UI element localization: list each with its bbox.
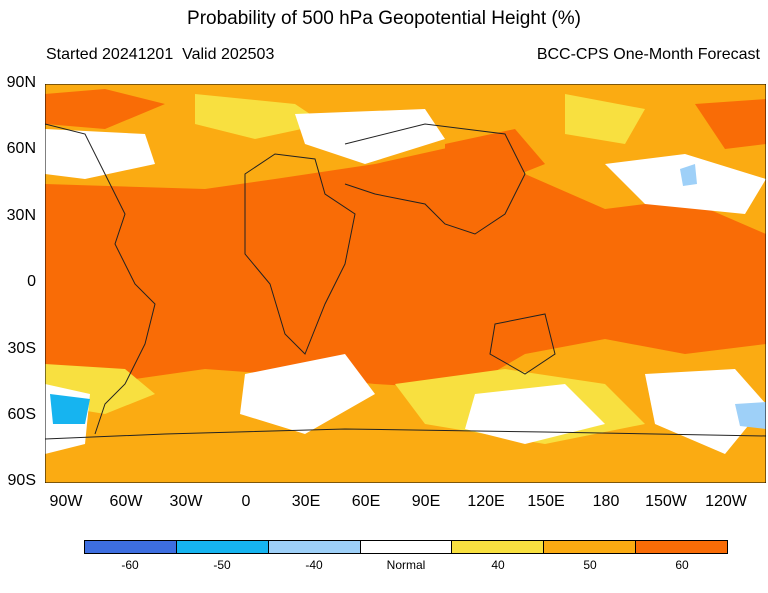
- coastline-americas: [45, 123, 156, 435]
- lon-label: 90W: [49, 493, 83, 510]
- lat-label: 60S: [7, 406, 36, 423]
- moderate-probability-area: [195, 94, 325, 139]
- colorbar-label: 60: [675, 558, 689, 572]
- run-info: Started 20241201 Valid 202503: [46, 46, 275, 63]
- lon-label: 120W: [705, 493, 747, 510]
- colorbar: [84, 540, 728, 554]
- moderate-probability-area: [565, 94, 645, 144]
- coastline-africa-europe: [244, 153, 356, 355]
- coastlines: [45, 123, 766, 440]
- high-probability-east-asia: [445, 129, 545, 184]
- lat-label: 30S: [7, 340, 36, 357]
- map-title: Probability of 500 hPa Geopotential Heig…: [187, 8, 581, 29]
- colorbar-segment: [544, 541, 637, 553]
- colorbar-segment: [268, 541, 361, 553]
- colorbar-segment: [452, 541, 545, 553]
- normal-area: [45, 129, 155, 179]
- high-probability-arctic: [45, 89, 165, 129]
- colorbar-segment: [360, 541, 453, 553]
- lon-label: 30E: [291, 493, 321, 510]
- high-probability-northeast: [695, 99, 766, 149]
- below-normal-area: [50, 394, 90, 424]
- model-info: BCC-CPS One-Month Forecast: [536, 46, 760, 63]
- lon-label: 180: [592, 493, 620, 510]
- colorbar-label: -50: [213, 558, 231, 572]
- normal-area: [645, 369, 766, 454]
- colorbar-segment: [85, 541, 177, 553]
- lat-label: 90N: [6, 74, 36, 91]
- normal-area: [295, 109, 445, 164]
- colorbar-label: -40: [305, 558, 323, 572]
- lat-label: 0: [27, 273, 36, 290]
- coastline-asia: [344, 123, 526, 235]
- lon-label: 150W: [645, 493, 687, 510]
- lon-label: 30W: [169, 493, 203, 510]
- high-probability-tropics: [45, 144, 766, 389]
- lon-label: 90E: [411, 493, 441, 510]
- lat-label: 60N: [6, 140, 36, 157]
- normal-area: [465, 384, 605, 444]
- colorbar-label: -60: [121, 558, 139, 572]
- lon-label: 60W: [109, 493, 143, 510]
- coastline-australia: [489, 313, 556, 375]
- colorbar-segment: [176, 541, 269, 553]
- lat-label: 90S: [7, 472, 36, 489]
- colorbar-label: 40: [491, 558, 505, 572]
- colorbar-label: 50: [583, 558, 597, 572]
- below-normal-area: [680, 164, 697, 186]
- lon-label: 60E: [351, 493, 381, 510]
- below-normal-area: [735, 402, 766, 429]
- colorbar-label: Normal: [386, 558, 426, 572]
- normal-area: [240, 354, 375, 434]
- lon-label: 150E: [527, 493, 565, 510]
- coastline-antarctica: [45, 428, 766, 440]
- lon-label: 0: [241, 493, 251, 510]
- lon-label: 120E: [467, 493, 505, 510]
- probability-map: [45, 84, 766, 483]
- lat-label: 30N: [6, 207, 36, 224]
- colorbar-segment: [636, 541, 728, 553]
